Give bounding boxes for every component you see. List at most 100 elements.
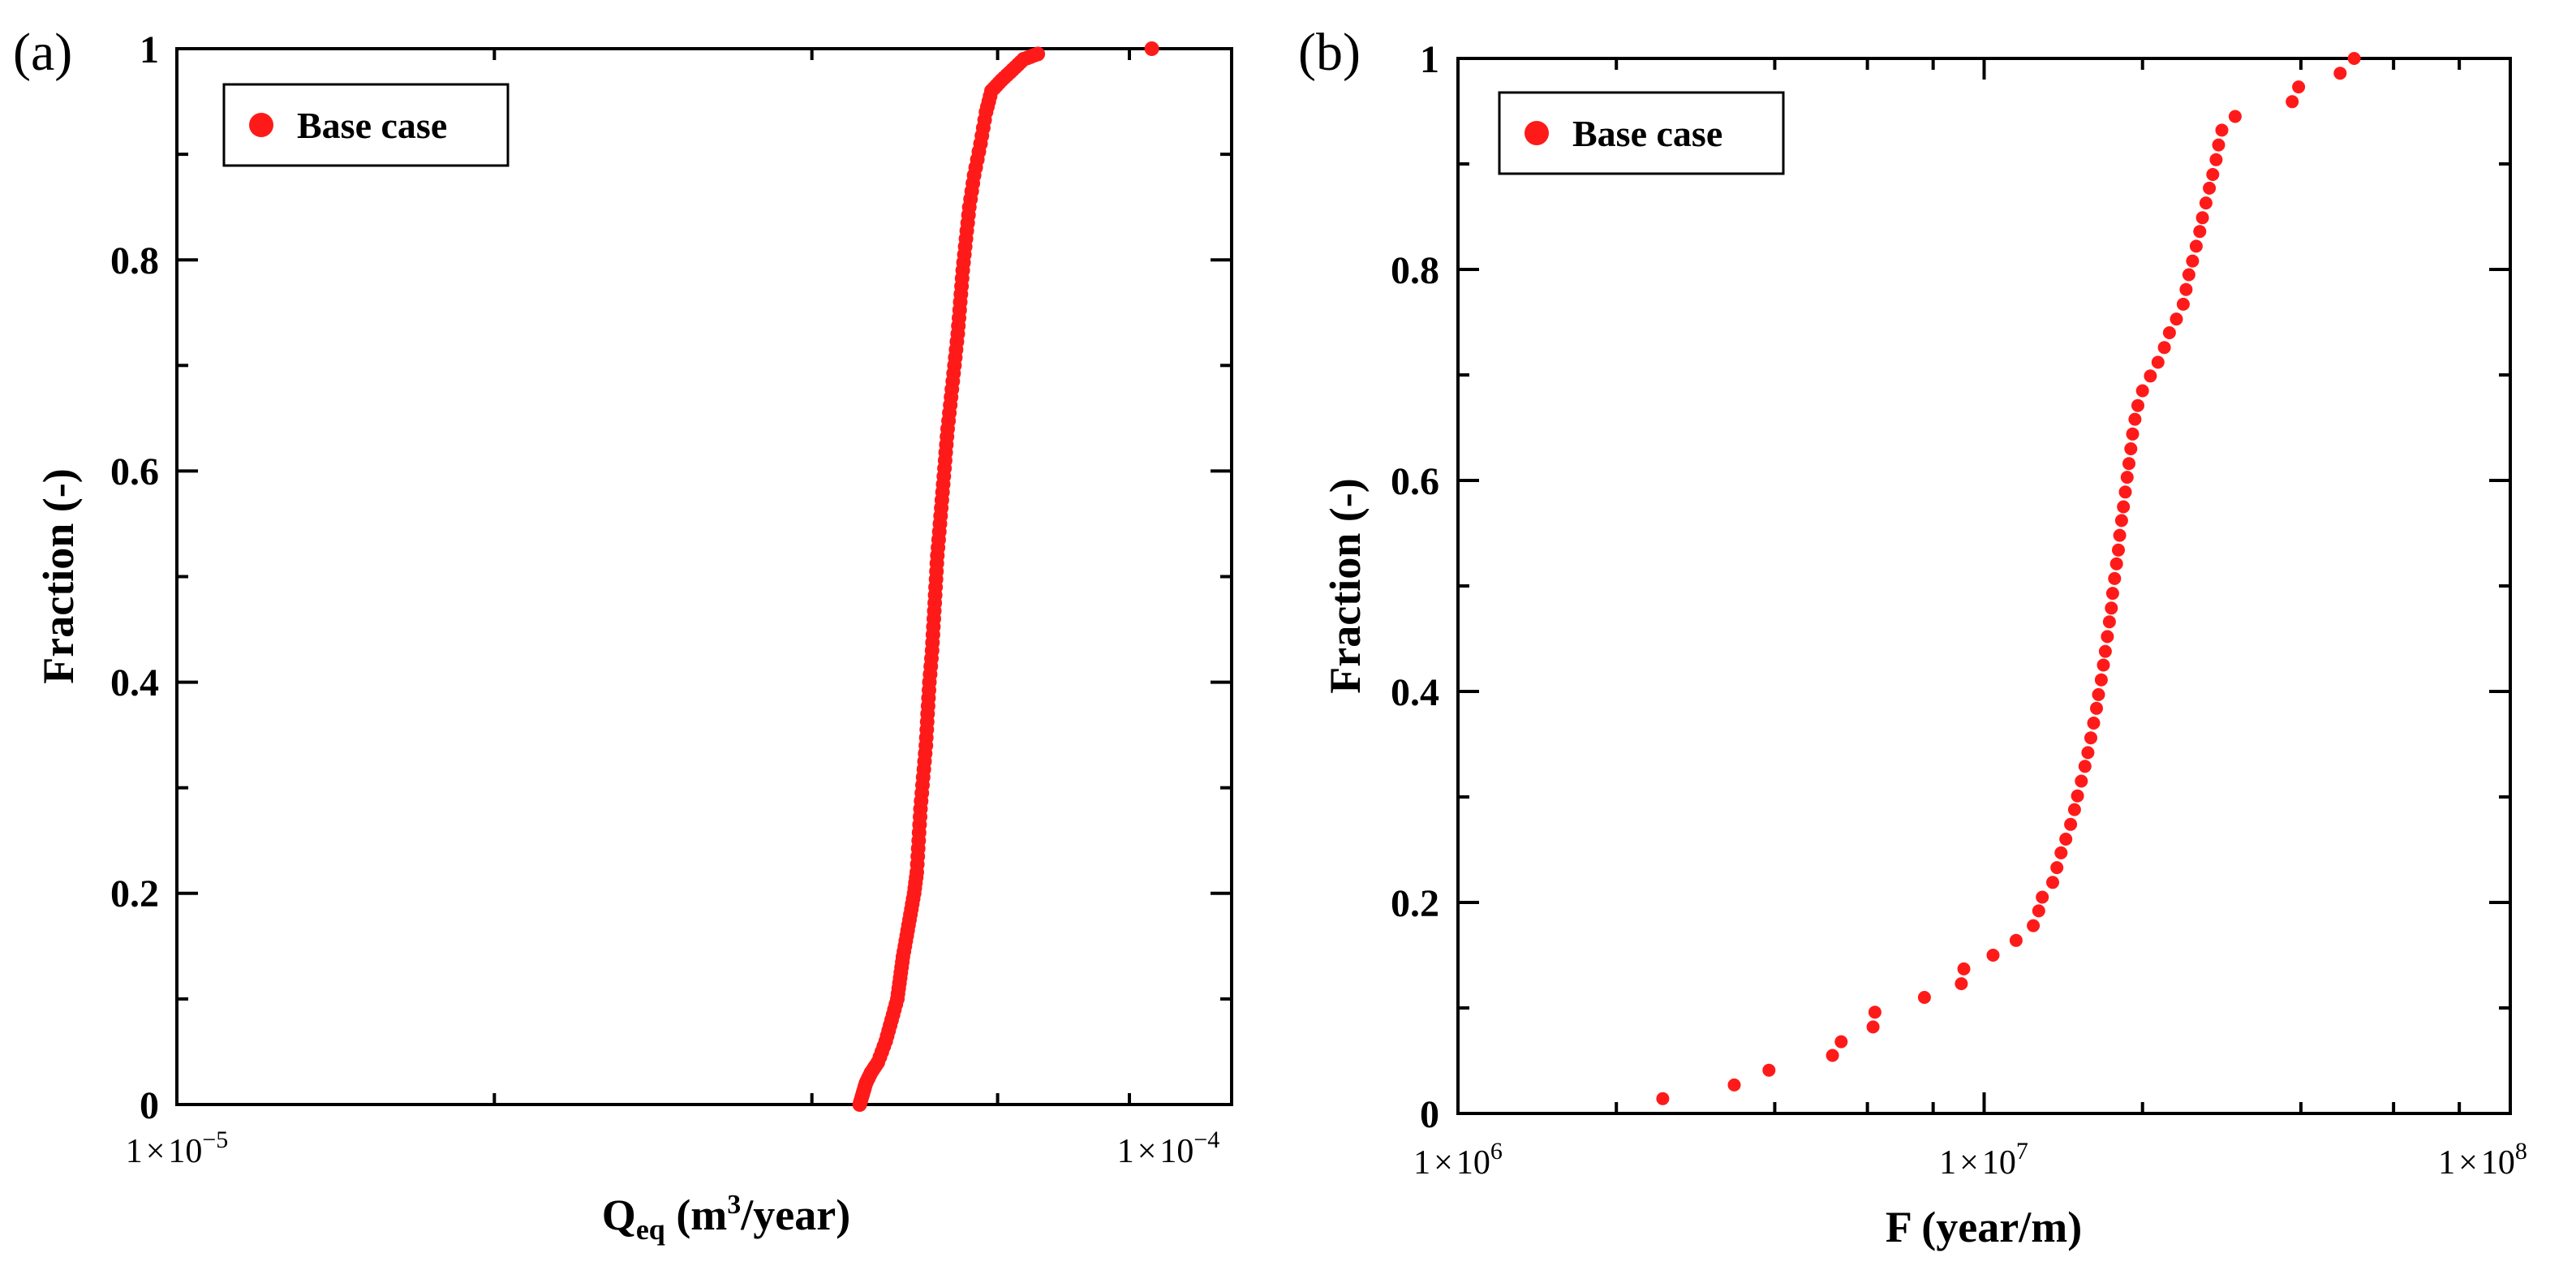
panel-b-point-49 bbox=[2135, 384, 2149, 398]
panel-b-point-51 bbox=[2151, 355, 2165, 369]
panel-b-point-60 bbox=[2193, 225, 2207, 239]
panel-b-point-67 bbox=[2215, 123, 2229, 137]
panel-b-point-48 bbox=[2131, 398, 2144, 412]
panel-b-point-61 bbox=[2195, 211, 2209, 225]
panel-b-point-62 bbox=[2199, 196, 2213, 210]
panel-b-point-19 bbox=[2064, 817, 2078, 831]
panel-b-point-30 bbox=[2096, 658, 2110, 672]
panel-b-point-68 bbox=[2228, 110, 2242, 123]
panel-b-legend: Base case bbox=[1498, 91, 1785, 175]
panel-a-point-43 bbox=[1144, 41, 1159, 56]
panel-a-ytick-5: 1 bbox=[140, 28, 159, 71]
panel-a: (a) 0 0.2 0.4 0.6 0.8 1 1×10−5 1×10−4 Qe… bbox=[13, 23, 1233, 1246]
panel-b-xlabel: F (year/m) bbox=[1886, 1203, 2082, 1251]
panel-b-point-29 bbox=[2094, 673, 2108, 687]
panel-b-point-6 bbox=[1868, 1006, 1881, 1019]
panel-b-point-16 bbox=[2050, 861, 2064, 875]
panel-b-point-34 bbox=[2105, 601, 2118, 615]
panel-b-point-41 bbox=[2117, 500, 2131, 514]
panel-b-xtick-1: 1×107 bbox=[1939, 1138, 2028, 1182]
panel-a-point-fill-25-3 bbox=[937, 461, 953, 476]
panel-b-point-42 bbox=[2118, 485, 2132, 499]
panel-b-point-18 bbox=[2059, 833, 2073, 846]
panel-b-point-22 bbox=[2075, 774, 2088, 788]
panel-b-point-66 bbox=[2212, 138, 2226, 152]
panel-a-points bbox=[852, 41, 1159, 1112]
panel-a-point-fill-41-3 bbox=[1026, 48, 1042, 63]
panel-a-legend: Base case bbox=[222, 83, 510, 167]
panel-b-legend-marker bbox=[1525, 121, 1549, 145]
panel-b-point-15 bbox=[2046, 876, 2059, 889]
panel-a-point-fill-23-3 bbox=[931, 524, 947, 540]
panel-b-point-39 bbox=[2113, 528, 2127, 542]
panel-b-point-71 bbox=[2333, 67, 2347, 80]
panel-a-point-fill-15-3 bbox=[915, 777, 930, 793]
panel-a-point-fill-24-3 bbox=[934, 493, 949, 508]
panel-b-point-37 bbox=[2109, 557, 2123, 571]
panel-a-ytick-1: 0.2 bbox=[110, 872, 159, 915]
panel-b-point-20 bbox=[2067, 803, 2081, 816]
panel-b-xtick-0: 1×106 bbox=[1413, 1138, 1503, 1182]
panel-b-point-4 bbox=[1834, 1035, 1848, 1049]
panel-b-point-11 bbox=[2009, 933, 2023, 947]
panel-b-point-33 bbox=[2102, 615, 2116, 629]
panel-b-point-40 bbox=[2114, 514, 2128, 528]
panel-b-ytick-3: 0.6 bbox=[1391, 460, 1439, 503]
panel-b-point-35 bbox=[2105, 587, 2119, 601]
panel-a-ytick-4: 0.8 bbox=[110, 239, 159, 282]
panel-b-point-58 bbox=[2186, 254, 2200, 268]
panel-a-point-fill-29-3 bbox=[949, 334, 965, 349]
panel-b-point-65 bbox=[2209, 153, 2223, 166]
panel-a-point-fill-36-3 bbox=[977, 112, 992, 127]
panel-b-point-5 bbox=[1866, 1020, 1880, 1034]
panel-a-legend-label: Base case bbox=[297, 105, 447, 146]
panel-b-ytick-2: 0.4 bbox=[1391, 671, 1439, 714]
panel-b-point-57 bbox=[2182, 268, 2195, 282]
panel-a-point-fill-26-3 bbox=[940, 429, 955, 445]
panel-a-ytick-2: 0.4 bbox=[110, 661, 159, 704]
panel-b-legend-label: Base case bbox=[1572, 113, 1722, 154]
panel-b-point-14 bbox=[2036, 890, 2049, 904]
panel-b-point-44 bbox=[2122, 457, 2135, 471]
panel-b-point-1 bbox=[1727, 1078, 1741, 1092]
panel-b-point-2 bbox=[1762, 1063, 1776, 1077]
panel-a-point-fill-34-3 bbox=[965, 175, 981, 191]
panel-a-point-fill-17-3 bbox=[919, 714, 935, 730]
panel-b-points bbox=[1656, 52, 2361, 1105]
panel-b-point-12 bbox=[2027, 919, 2041, 932]
panel-a-ticks bbox=[175, 47, 1233, 1106]
panel-a-plot-frame bbox=[175, 47, 1233, 1106]
panel-b-point-46 bbox=[2126, 427, 2139, 441]
panel-b-point-55 bbox=[2176, 297, 2190, 311]
panel-a-legend-marker bbox=[249, 113, 273, 137]
panel-b-point-17 bbox=[2054, 846, 2068, 859]
panel-b-point-3 bbox=[1826, 1049, 1839, 1062]
panel-b-point-8 bbox=[1955, 977, 1968, 991]
panel-a-point-fill-16-3 bbox=[918, 746, 933, 761]
panel-a-label: (a) bbox=[13, 23, 72, 82]
panel-b: (b) 0 0.2 0.4 0.6 0.8 1 1×106 1×107 1×10… bbox=[1298, 23, 2527, 1251]
panel-b-point-7 bbox=[1917, 991, 1931, 1004]
panel-a-point-fill-22-3 bbox=[929, 556, 944, 571]
panel-b-point-53 bbox=[2162, 326, 2176, 339]
panel-b-point-9 bbox=[1957, 962, 1971, 975]
panel-b-point-52 bbox=[2157, 341, 2171, 355]
panel-b-point-13 bbox=[2032, 904, 2045, 918]
panel-b-point-63 bbox=[2203, 181, 2217, 195]
panel-b-point-47 bbox=[2128, 412, 2142, 426]
panel-a-point-fill-30-3 bbox=[952, 303, 967, 317]
panel-b-point-69 bbox=[2286, 95, 2299, 109]
panel-a-point-fill-12-3 bbox=[909, 870, 924, 885]
panel-a-point-fill-35-3 bbox=[971, 144, 987, 159]
panel-b-ylabel: Fraction (-) bbox=[1321, 478, 1370, 693]
panel-a-ytick-0: 0 bbox=[140, 1084, 159, 1127]
panel-a-ylabel: Fraction (-) bbox=[34, 468, 83, 683]
panel-b-point-70 bbox=[2292, 80, 2306, 94]
panel-b-xtick-2: 1×108 bbox=[2438, 1138, 2527, 1182]
panel-a-point-fill-28-3 bbox=[946, 366, 961, 381]
panel-a-point-fill-31-3 bbox=[954, 271, 970, 286]
panel-b-point-56 bbox=[2179, 282, 2193, 296]
panel-b-label: (b) bbox=[1298, 23, 1361, 82]
panel-b-point-31 bbox=[2098, 644, 2112, 658]
